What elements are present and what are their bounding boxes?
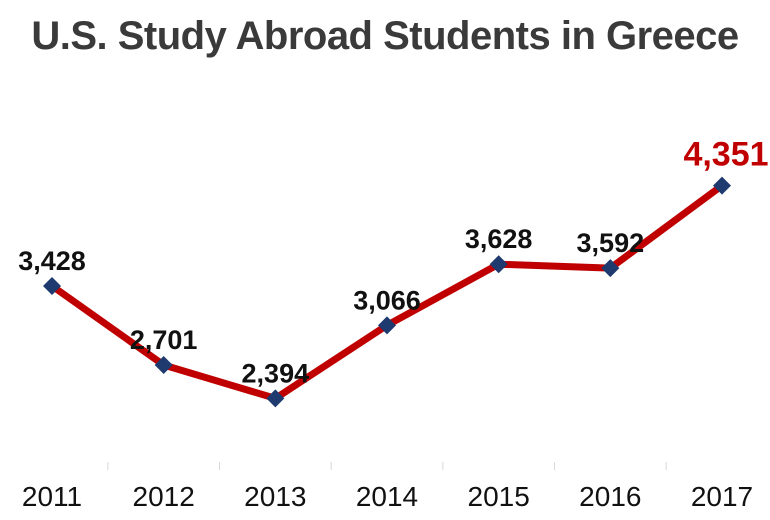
x-tick-label: 2014 [356, 481, 418, 512]
data-point-marker [713, 176, 731, 195]
data-label: 3,592 [577, 228, 645, 258]
chart-title: U.S. Study Abroad Students in Greece [31, 14, 739, 58]
data-label: 4,351 [683, 136, 768, 174]
x-tick-label: 2016 [579, 481, 641, 512]
data-label: 2,394 [242, 358, 310, 388]
data-label: 3,628 [465, 224, 533, 254]
x-tick-label: 2013 [244, 481, 306, 512]
data-point-marker [266, 389, 285, 408]
data-label: 3,066 [353, 285, 421, 315]
x-tick-label: 2012 [133, 481, 195, 512]
x-tick-label: 2015 [468, 481, 530, 512]
data-point-marker [154, 356, 173, 375]
data-point-marker [378, 316, 396, 335]
data-point-marker [489, 255, 508, 274]
data-label: 3,428 [18, 246, 86, 276]
data-point-marker [43, 276, 61, 295]
data-point-marker [601, 259, 620, 278]
x-tick-label: 2017 [691, 481, 753, 512]
data-label: 2,701 [130, 325, 198, 355]
x-tick-label: 2011 [22, 481, 82, 512]
